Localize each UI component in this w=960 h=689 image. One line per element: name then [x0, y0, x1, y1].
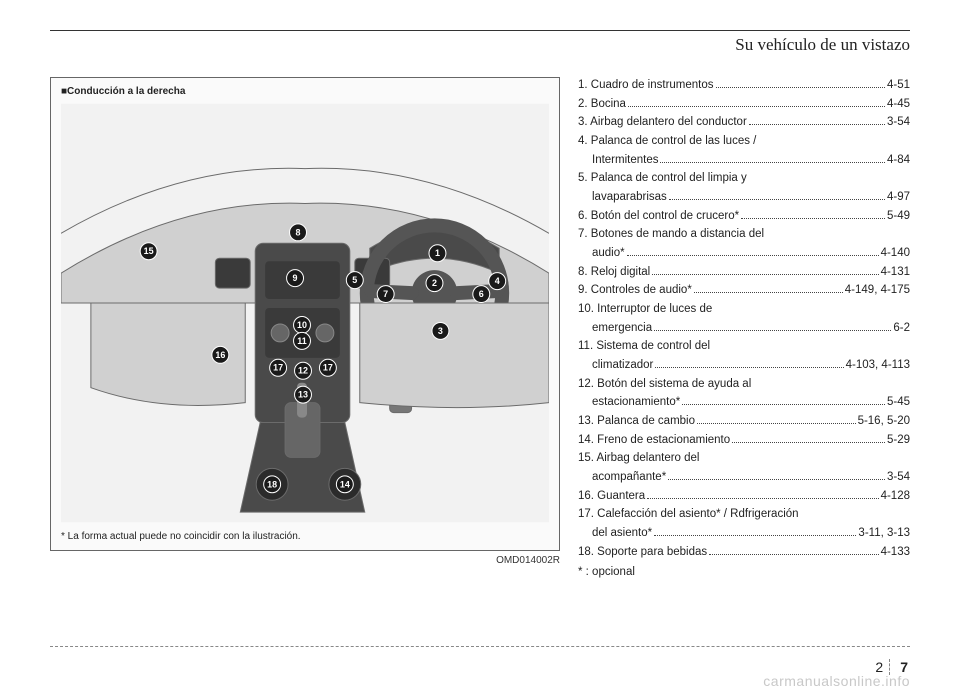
- index-list: 1. Cuadro de instrumentos4-51 2. Bocina4-…: [578, 77, 910, 583]
- svg-text:2: 2: [432, 278, 437, 288]
- figure-caption: * La forma actual puede no coincidir con…: [61, 531, 549, 542]
- index-item: 11. Sistema de control del: [578, 338, 910, 355]
- svg-text:15: 15: [144, 246, 154, 256]
- svg-text:9: 9: [293, 273, 298, 283]
- svg-text:18: 18: [267, 479, 277, 489]
- footer-rule: [50, 646, 910, 647]
- svg-text:4: 4: [495, 276, 500, 286]
- svg-text:11: 11: [297, 336, 306, 346]
- section-title: Su vehículo de un vistazo: [50, 35, 910, 55]
- svg-text:5: 5: [352, 275, 357, 285]
- index-item-cont: audio*4-140: [578, 245, 910, 262]
- index-item: 16. Guantera4-128: [578, 488, 910, 505]
- svg-text:8: 8: [296, 227, 301, 237]
- optional-note: * : opcional: [578, 564, 910, 581]
- dashboard-illustration: 12345678910111213141516171718: [61, 103, 549, 523]
- svg-text:12: 12: [298, 366, 308, 376]
- figure-header: ■Conducción a la derecha: [61, 86, 549, 97]
- index-item-cont: emergencia6-2: [578, 320, 910, 337]
- index-item-cont: Intermitentes4-84: [578, 152, 910, 169]
- index-item: 17. Calefacción del asiento* / Rdfrigera…: [578, 506, 910, 523]
- index-item: 13. Palanca de cambio5-16, 5-20: [578, 413, 910, 430]
- watermark: carmanualsonline.info: [763, 673, 910, 689]
- svg-text:17: 17: [273, 363, 283, 373]
- index-item: 4. Palanca de control de las luces /: [578, 133, 910, 150]
- index-item: 3. Airbag delantero del conductor3-54: [578, 114, 910, 131]
- svg-text:1: 1: [435, 248, 440, 258]
- index-item-cont: lavaparabrisas4-97: [578, 189, 910, 206]
- figure-code: OMD014002R: [50, 555, 560, 566]
- index-item-cont: estacionamiento*5-45: [578, 394, 910, 411]
- index-item: 2. Bocina4-45: [578, 96, 910, 113]
- index-item: 6. Botón del control de crucero*5-49: [578, 208, 910, 225]
- svg-text:17: 17: [323, 363, 333, 373]
- index-item-cont: del asiento*3-11, 3-13: [578, 525, 910, 542]
- index-item: 9. Controles de audio*4-149, 4-175: [578, 282, 910, 299]
- svg-text:16: 16: [215, 350, 225, 360]
- index-item: 14. Freno de estacionamiento5-29: [578, 432, 910, 449]
- index-item: 7. Botones de mando a distancia del: [578, 226, 910, 243]
- svg-text:6: 6: [479, 289, 484, 299]
- svg-text:3: 3: [438, 326, 443, 336]
- index-item-cont: acompañante*3-54: [578, 469, 910, 486]
- index-item: 10. Interruptor de luces de: [578, 301, 910, 318]
- index-item: 15. Airbag delantero del: [578, 450, 910, 467]
- svg-text:10: 10: [297, 320, 307, 330]
- svg-text:14: 14: [340, 479, 350, 489]
- index-item: 5. Palanca de control del limpia y: [578, 170, 910, 187]
- svg-text:7: 7: [383, 289, 388, 299]
- index-item: 8. Reloj digital4-131: [578, 264, 910, 281]
- index-item: 1. Cuadro de instrumentos4-51: [578, 77, 910, 94]
- svg-text:13: 13: [298, 390, 308, 400]
- index-item: 12. Botón del sistema de ayuda al: [578, 376, 910, 393]
- figure-box: ■Conducción a la derecha 123456789101112…: [50, 77, 560, 551]
- index-item: 18. Soporte para bebidas4-133: [578, 544, 910, 561]
- header-rule: [50, 30, 910, 31]
- index-item-cont: climatizador4-103, 4-113: [578, 357, 910, 374]
- figure-column: ■Conducción a la derecha 123456789101112…: [50, 77, 560, 583]
